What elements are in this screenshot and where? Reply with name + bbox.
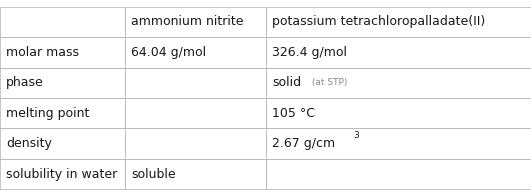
Bar: [266, 129, 531, 159]
Text: solubility in water: solubility in water: [6, 168, 118, 181]
Bar: [0, 37, 125, 67]
Text: melting point: melting point: [6, 107, 90, 120]
Bar: [266, 67, 531, 98]
Text: density: density: [6, 137, 52, 150]
Text: potassium tetrachloropalladate(II): potassium tetrachloropalladate(II): [272, 15, 485, 28]
Bar: [0, 98, 125, 129]
Bar: [125, 129, 266, 159]
Bar: [266, 98, 531, 129]
Bar: [125, 37, 266, 67]
Text: (at STP): (at STP): [310, 78, 348, 87]
Text: 2.67 g/cm: 2.67 g/cm: [272, 137, 335, 150]
Text: 326.4 g/mol: 326.4 g/mol: [272, 46, 347, 59]
Text: ammonium nitrite: ammonium nitrite: [131, 15, 244, 28]
Bar: [266, 37, 531, 67]
Bar: [0, 67, 125, 98]
Bar: [0, 129, 125, 159]
Text: soluble: soluble: [131, 168, 176, 181]
Bar: [125, 67, 266, 98]
Bar: [266, 6, 531, 37]
Bar: [125, 98, 266, 129]
Text: 64.04 g/mol: 64.04 g/mol: [131, 46, 206, 59]
Bar: [0, 6, 125, 37]
Text: 105 °C: 105 °C: [272, 107, 315, 120]
Text: 3: 3: [353, 131, 359, 140]
Bar: [125, 6, 266, 37]
Text: phase: phase: [6, 76, 44, 89]
Bar: [0, 159, 125, 189]
Bar: [266, 159, 531, 189]
Text: molar mass: molar mass: [6, 46, 79, 59]
Bar: [125, 159, 266, 189]
Text: solid: solid: [272, 76, 301, 89]
